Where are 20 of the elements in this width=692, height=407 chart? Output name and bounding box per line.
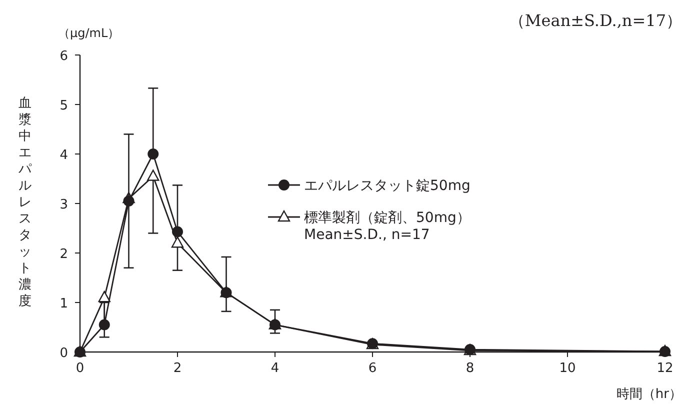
x-tick-label: 0 [76,361,84,376]
x-tick-label: 4 [270,361,280,376]
text: 血漿中エパルレスタット濃度 [18,96,32,309]
x-tick-label: 2 [173,361,182,376]
y-tick-label: 2 [60,247,68,262]
y-tick-label: 3 [60,198,68,212]
y-tick-label: 1 [60,296,68,312]
chart-title: （Mean±S.D.,n=17） [508,11,682,30]
x-axis-title: 時間（hr） [616,387,682,402]
legend-label: エパルレスタット錠50mg [304,178,470,194]
x-tick-label: 8 [466,361,474,376]
text: （μg/mL） [58,26,120,40]
x-tick-label: 6 [368,361,377,376]
y-tick-label: 0 [60,346,68,361]
y-tick-label: 6 [60,49,68,64]
x-tick-label: 10 [559,361,576,376]
y-tick-label: 4 [60,148,68,163]
legend-label: 標準製剤（錠剤、50mg） Mean±S.D., n=17 [304,210,470,243]
y-tick-label: 5 [60,98,68,114]
x-tick-label: 12 [656,361,674,376]
